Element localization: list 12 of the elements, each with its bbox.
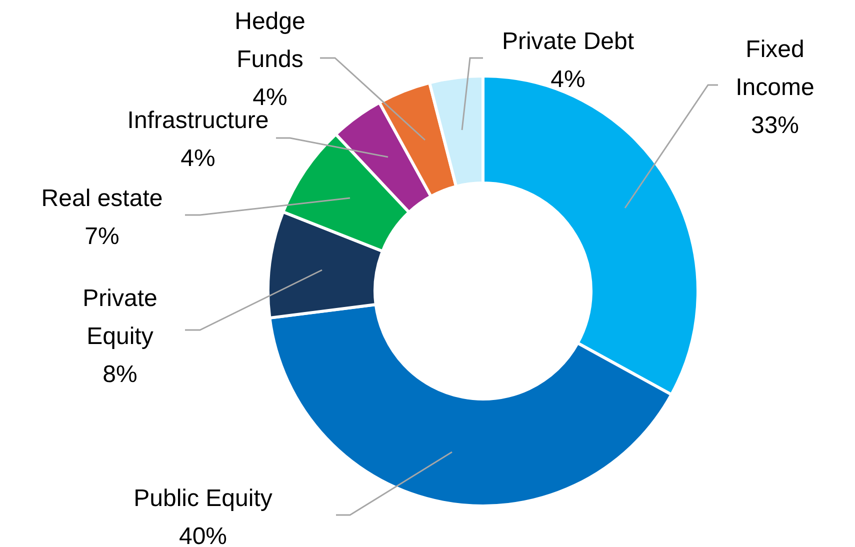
data-label: 7% — [84, 223, 120, 250]
data-label: 4% — [550, 66, 586, 93]
data-label: 8% — [102, 361, 138, 388]
data-label: 4% — [180, 145, 216, 172]
slice-label: Public Equity — [134, 485, 272, 512]
slice-label: Real estate — [41, 185, 163, 212]
slice-label: Private Equity — [82, 285, 158, 350]
slice-label: Fixed Income — [736, 36, 814, 101]
data-label: 40% — [178, 523, 228, 547]
slice-label: Hedge Funds — [234, 8, 306, 73]
data-label: 33% — [750, 112, 800, 139]
slice-label: Private Debt — [502, 28, 634, 55]
